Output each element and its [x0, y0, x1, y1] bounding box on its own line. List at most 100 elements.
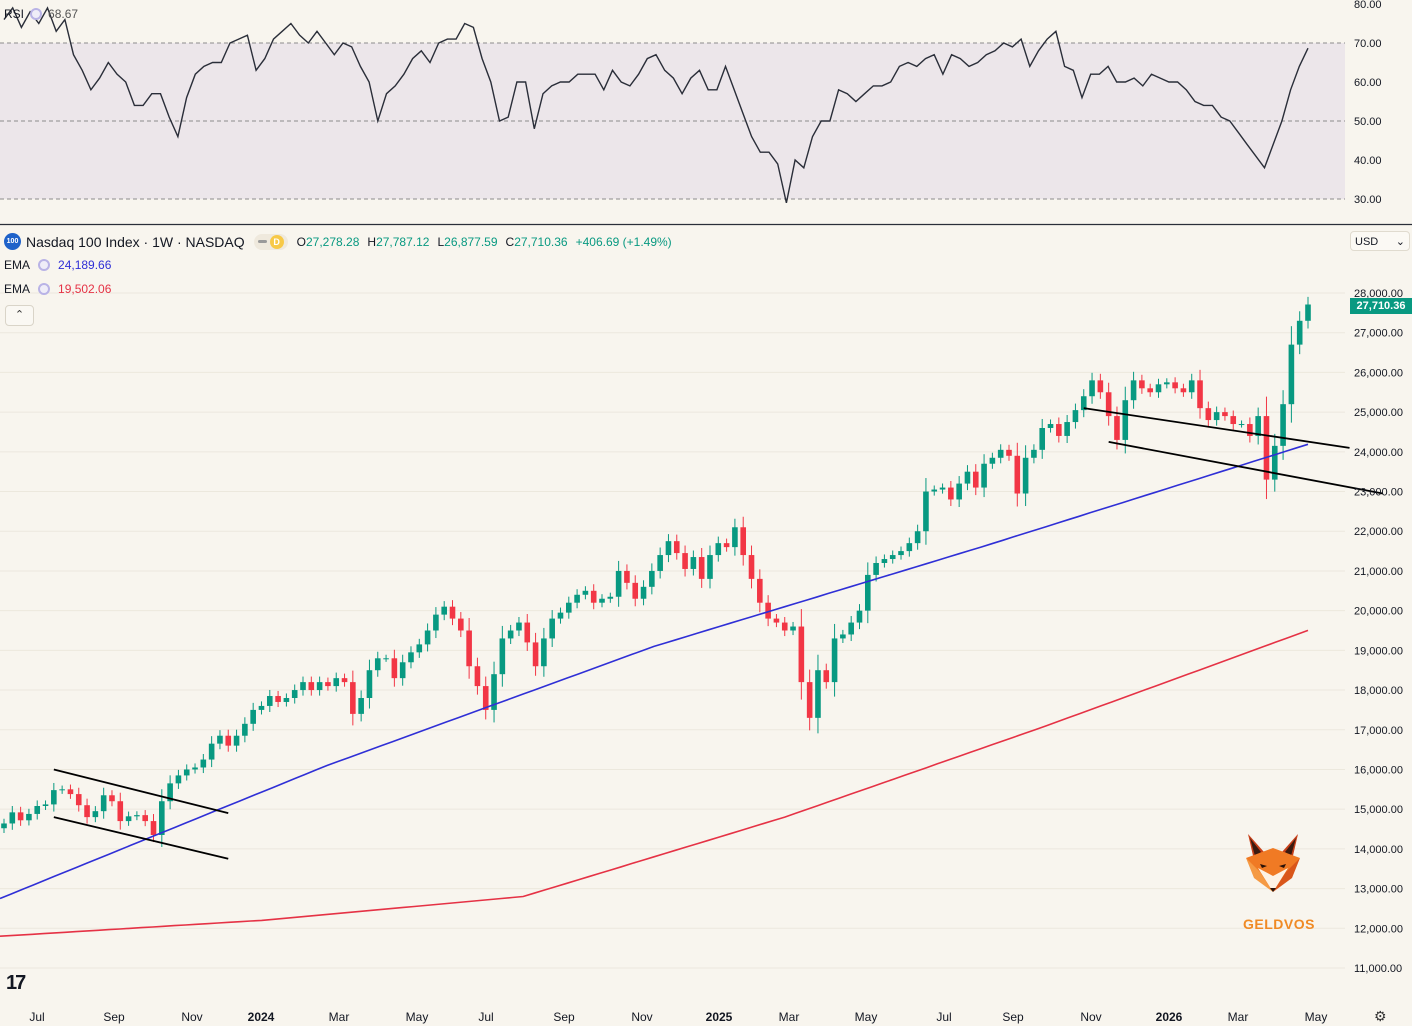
- candle-body: [42, 804, 49, 806]
- price-tick-label: 12,000.00: [1354, 923, 1403, 935]
- candle-body: [250, 709, 256, 724]
- candle-body: [1089, 380, 1095, 397]
- candle-body: [341, 678, 348, 683]
- price-tick-label: 15,000.00: [1354, 804, 1403, 816]
- price-tick-label: 17,000.00: [1354, 725, 1403, 737]
- time-tick-label: 2025: [706, 1010, 733, 1024]
- ema-slow-legend[interactable]: EMA 19,502.06: [4, 282, 111, 296]
- time-tick-label: Nov: [181, 1010, 202, 1024]
- refresh-icon[interactable]: [38, 283, 51, 295]
- refresh-icon[interactable]: [30, 8, 43, 20]
- status-badge[interactable]: D: [253, 233, 288, 250]
- candle-body: [599, 598, 605, 603]
- candle-body: [92, 811, 99, 818]
- ema-fast-legend[interactable]: EMA 24,189.66: [4, 258, 111, 272]
- time-tick-label: Mar: [779, 1010, 800, 1024]
- rsi-legend[interactable]: RSI 68.67: [4, 7, 78, 21]
- candle-body: [889, 555, 896, 560]
- candle-body: [615, 570, 622, 597]
- ema-fast-label: EMA: [4, 258, 31, 272]
- trendline: [1108, 441, 1383, 495]
- price-tick-label: 23,000.00: [1354, 487, 1403, 499]
- candle-body: [499, 638, 506, 675]
- price-tick-label: 21,000.00: [1354, 566, 1403, 578]
- refresh-icon[interactable]: [38, 259, 51, 271]
- candle-body: [75, 794, 82, 806]
- candle-body: [117, 801, 124, 822]
- currency-select[interactable]: USD ⌄: [1350, 231, 1410, 251]
- rsi-tick-label: 80.00: [1354, 0, 1382, 11]
- symbol-title[interactable]: Nasdaq 100 Index · 1W · NASDAQ: [26, 233, 245, 250]
- candle-body: [690, 557, 697, 569]
- candle-body: [715, 543, 722, 556]
- settings-gear-icon[interactable]: ⚙: [1374, 1008, 1387, 1024]
- candle-body: [1056, 424, 1062, 436]
- candle-body: [914, 531, 921, 544]
- candle-body: [557, 612, 564, 619]
- time-tick-label: Sep: [1002, 1010, 1024, 1024]
- candle-body: [541, 638, 547, 667]
- candle-body: [964, 471, 971, 484]
- candle-body: [773, 618, 780, 623]
- ohlc-open-label: O: [296, 234, 306, 249]
- candle-body: [474, 666, 481, 687]
- candle-body: [433, 614, 439, 631]
- candle-body: [1288, 344, 1295, 405]
- tradingview-logo-icon[interactable]: 17: [6, 972, 26, 994]
- candle-body: [159, 801, 165, 835]
- trendline: [53, 816, 229, 860]
- candle-body: [1122, 400, 1129, 440]
- candle-body: [441, 606, 448, 615]
- candle-body: [856, 610, 863, 623]
- candle-body: [134, 815, 140, 817]
- candle-body: [1164, 382, 1170, 385]
- symbol-legend[interactable]: 100 Nasdaq 100 Index · 1W · NASDAQ D O27…: [4, 233, 672, 250]
- candle-body: [333, 678, 340, 687]
- candle-body: [416, 644, 423, 653]
- chevron-up-icon: ⌃: [14, 309, 25, 321]
- candle-body: [424, 630, 431, 645]
- candle-body: [864, 574, 871, 611]
- candle-body: [765, 602, 771, 619]
- candle-body: [831, 638, 838, 683]
- candle-body: [308, 682, 315, 691]
- candle-body: [624, 570, 630, 583]
- last-price-tag: 27,710.36: [1350, 298, 1412, 314]
- candle-body: [881, 559, 888, 563]
- candle-body: [798, 626, 805, 683]
- candle-body: [997, 449, 1004, 458]
- candle-body: [1047, 424, 1054, 428]
- candle-body: [1147, 388, 1153, 393]
- price-tick-label: 26,000.00: [1354, 367, 1403, 379]
- candle-body: [1022, 457, 1029, 494]
- candle-body: [632, 582, 639, 599]
- candle-body: [217, 735, 223, 744]
- collapse-legend-button[interactable]: ⌃: [5, 305, 34, 326]
- candle-body: [682, 553, 688, 569]
- candle-body: [732, 527, 738, 548]
- ema-slow-label: EMA: [4, 282, 31, 296]
- candle-body: [109, 795, 115, 802]
- candle-body: [790, 626, 796, 631]
- candle-body: [956, 483, 962, 500]
- candle-body: [26, 813, 32, 821]
- candle-body: [1014, 455, 1021, 494]
- time-tick-label: 2026: [1156, 1010, 1183, 1024]
- price-tick-label: 18,000.00: [1354, 685, 1403, 697]
- candle-body: [1097, 380, 1104, 393]
- time-tick-label: Jul: [478, 1010, 493, 1024]
- trendline: [1083, 407, 1350, 449]
- candle-body: [607, 596, 614, 599]
- ohlc-values: O27,278.28 H27,787.12 L26,877.59 C27,710…: [297, 235, 672, 249]
- candle-body: [931, 489, 938, 492]
- candle-body: [200, 759, 207, 768]
- rsi-tick-label: 30.00: [1354, 194, 1382, 206]
- candle-body: [939, 487, 946, 490]
- candle-body: [1039, 428, 1046, 450]
- candle-body: [640, 586, 647, 599]
- candle-body: [59, 789, 65, 791]
- candle-body: [781, 622, 788, 631]
- rsi-label: RSI: [4, 7, 25, 21]
- currency-value: USD: [1355, 236, 1379, 248]
